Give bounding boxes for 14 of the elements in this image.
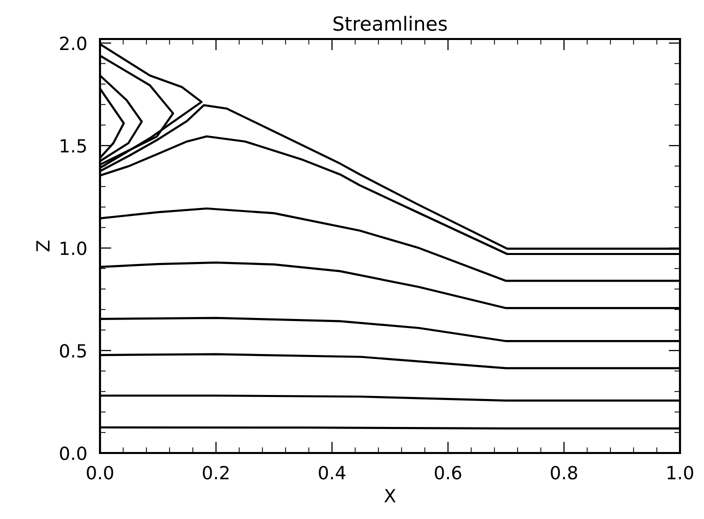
y-tick-label: 2.0 xyxy=(60,36,86,50)
x-tick-label: 0.8 xyxy=(550,466,578,480)
y-axis-title: Z xyxy=(36,240,50,252)
chart-title: Streamlines xyxy=(334,16,447,31)
x-axis-title: X xyxy=(384,489,396,502)
x-tick-label: 0.0 xyxy=(86,466,114,480)
x-tick-label: 0.6 xyxy=(434,466,462,480)
y-tick-label: 1.0 xyxy=(60,242,86,256)
x-tick-label: 1.0 xyxy=(668,466,694,480)
y-tick-label: 1.5 xyxy=(60,139,86,153)
y-tick-label: 0.5 xyxy=(60,344,86,358)
x-tick-label: 0.4 xyxy=(318,466,346,480)
y-tick-label: 0.0 xyxy=(60,446,86,460)
x-tick-label: 0.2 xyxy=(202,466,229,480)
